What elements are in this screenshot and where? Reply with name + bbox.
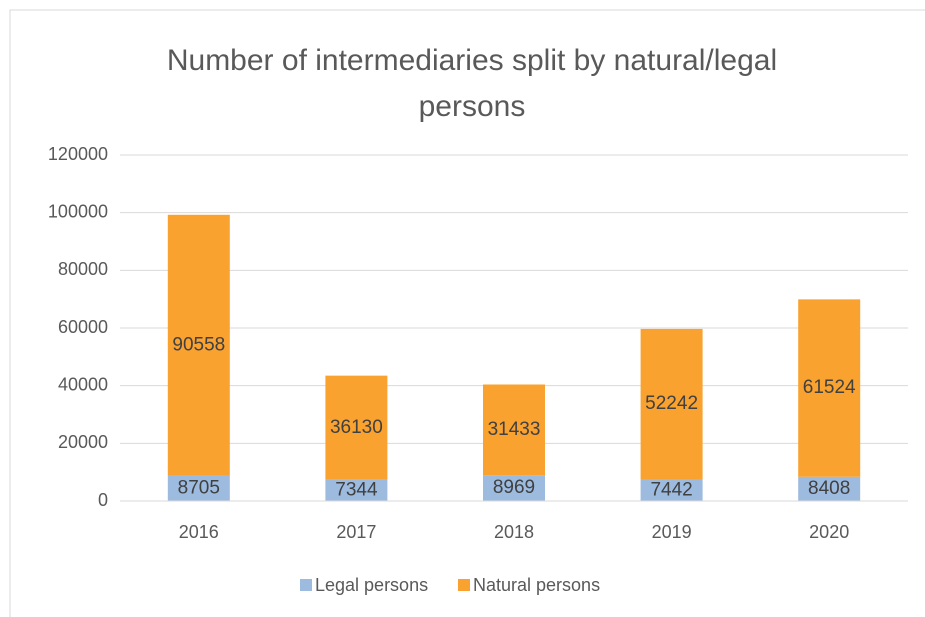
y-tick-label: 120000 xyxy=(48,144,108,164)
bar-segment xyxy=(167,214,230,476)
data-label: 7442 xyxy=(650,479,692,500)
x-tick-label: 2018 xyxy=(494,522,534,542)
chart-border xyxy=(9,9,925,617)
data-label: 52242 xyxy=(645,393,698,414)
x-tick-label: 2019 xyxy=(652,522,692,542)
legend-swatch xyxy=(458,579,470,591)
bar-segment xyxy=(483,475,545,501)
bar-segment xyxy=(798,299,861,477)
data-label: 8969 xyxy=(493,477,535,498)
bar-segment xyxy=(325,479,388,501)
x-tick-label: 2017 xyxy=(336,522,376,542)
bar-segment xyxy=(798,476,861,501)
y-tick-label: 40000 xyxy=(58,374,108,394)
data-label: 8705 xyxy=(178,477,220,498)
x-tick-label: 2020 xyxy=(809,522,849,542)
data-label: 7344 xyxy=(335,479,378,500)
data-label: 8408 xyxy=(808,478,850,499)
data-label: 31433 xyxy=(488,419,541,440)
bar-segment xyxy=(483,384,545,476)
data-label: 36130 xyxy=(330,417,383,438)
x-tick-label: 2016 xyxy=(179,522,219,542)
data-label: 61524 xyxy=(803,377,856,398)
legend-swatch xyxy=(300,579,312,591)
y-tick-label: 0 xyxy=(98,490,108,510)
y-tick-label: 100000 xyxy=(48,201,108,221)
y-tick-label: 20000 xyxy=(58,432,108,452)
legend-label: Legal persons xyxy=(315,575,428,595)
y-tick-label: 60000 xyxy=(58,317,108,337)
bar-segment xyxy=(167,475,230,501)
data-label: 90558 xyxy=(172,334,225,355)
bar-segment xyxy=(640,328,703,480)
chart-title: Number of intermediaries split by natura… xyxy=(166,44,778,123)
legend-label: Natural persons xyxy=(473,575,600,595)
bar-segment xyxy=(640,479,703,501)
y-tick-label: 80000 xyxy=(58,259,108,279)
bar-segment xyxy=(325,375,388,480)
